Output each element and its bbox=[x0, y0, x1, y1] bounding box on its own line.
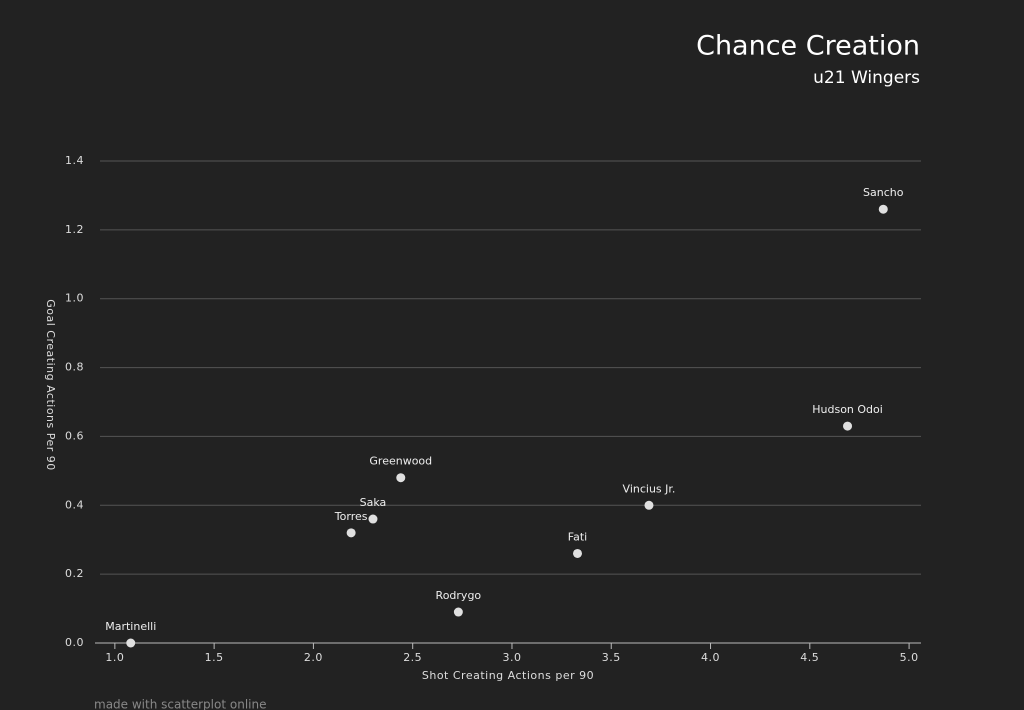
point-label: Fati bbox=[568, 530, 587, 543]
point bbox=[396, 473, 406, 483]
y-tick-label: 0.6 bbox=[65, 429, 84, 442]
point bbox=[572, 548, 582, 558]
x-tick-label: 3.0 bbox=[502, 651, 521, 664]
point bbox=[644, 500, 654, 510]
point-label: Torres bbox=[334, 510, 368, 523]
y-tick-label: 0.8 bbox=[65, 361, 84, 374]
y-tick-label: 1.4 bbox=[65, 154, 84, 167]
point bbox=[878, 204, 888, 214]
x-tick-label: 4.5 bbox=[800, 651, 819, 664]
point-label: Martinelli bbox=[105, 620, 156, 633]
x-tick-label: 4.0 bbox=[701, 651, 720, 664]
chart-title: Chance Creation bbox=[696, 31, 920, 62]
y-tick-label: 0.0 bbox=[65, 636, 84, 649]
point bbox=[368, 514, 378, 524]
x-tick-label: 1.5 bbox=[205, 651, 224, 664]
x-tick-label: 3.5 bbox=[602, 651, 621, 664]
point bbox=[843, 421, 853, 431]
x-axis-label: Shot Creating Actions per 90 bbox=[422, 669, 594, 682]
point-label: Sancho bbox=[863, 186, 904, 199]
x-tick-label: 2.0 bbox=[304, 651, 323, 664]
y-tick-label: 1.0 bbox=[65, 292, 84, 305]
point-label: Rodrygo bbox=[436, 589, 482, 602]
x-tick-label: 1.0 bbox=[105, 651, 124, 664]
point bbox=[346, 528, 356, 538]
x-tick-label: 2.5 bbox=[403, 651, 422, 664]
y-axis-label: Goal Creating Actions Per 90 bbox=[44, 299, 57, 471]
point bbox=[453, 607, 463, 617]
point-label: Saka bbox=[360, 496, 387, 509]
point-label: Greenwood bbox=[369, 455, 432, 468]
y-tick-label: 0.4 bbox=[65, 498, 84, 511]
x-tick-label: 5.0 bbox=[900, 651, 919, 664]
point bbox=[126, 638, 136, 648]
footer: made with scatterplot online bbox=[94, 698, 266, 710]
chart-subtitle: u21 Wingers bbox=[813, 68, 920, 88]
y-tick-label: 1.2 bbox=[65, 223, 84, 236]
point-label: Hudson Odoi bbox=[812, 403, 883, 416]
point-label: Vincius Jr. bbox=[623, 482, 676, 495]
y-tick-label: 0.2 bbox=[65, 567, 84, 580]
